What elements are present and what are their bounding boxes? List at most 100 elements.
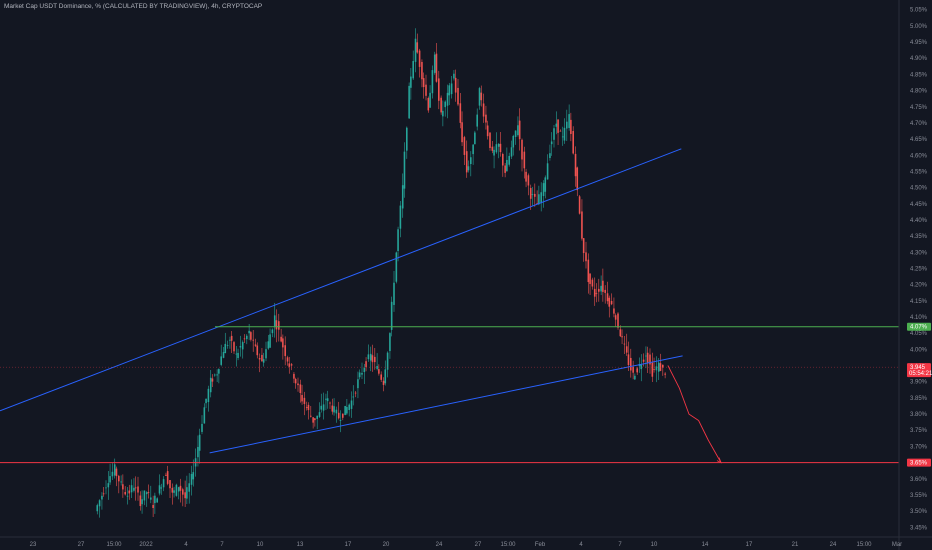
candle-body: [521, 139, 523, 160]
candle-body: [222, 352, 225, 358]
candle-body: [184, 492, 186, 499]
candle-body: [284, 345, 286, 357]
price-tick-label: 3.50%: [910, 509, 928, 515]
candle-body: [414, 38, 417, 62]
price-tick-label: 4.25%: [910, 267, 928, 273]
price-tick-label: 4.10%: [910, 315, 928, 321]
candle-body: [497, 143, 500, 147]
candle-body: [642, 359, 645, 362]
candle-body: [395, 252, 398, 282]
candle-body: [536, 203, 538, 204]
candle-body: [126, 495, 129, 497]
candle-body: [604, 289, 606, 293]
candle-body: [606, 293, 609, 302]
candle-body: [486, 125, 489, 137]
candle-body: [582, 238, 585, 254]
candle-body: [518, 120, 521, 140]
candle-body: [614, 315, 617, 320]
candle-body: [374, 356, 376, 363]
candle-body: [463, 137, 466, 155]
time-axis[interactable]: 23 27 15:00 2022 4 7 10 13 17 20 24 27 15:00 Feb 4 7 10 1…: [30, 542, 903, 548]
candle-body: [305, 407, 308, 408]
time-tick-label: 17: [746, 542, 753, 548]
candle-body: [314, 418, 316, 421]
candle-body: [493, 149, 495, 156]
candle-layer: [96, 28, 666, 518]
price-tick-label: 4.80%: [910, 89, 928, 95]
candle-body: [587, 259, 590, 283]
price-tick-label: 3.75%: [910, 428, 928, 434]
candle-body: [145, 492, 148, 495]
candle-body: [339, 419, 342, 421]
candle-body: [197, 446, 199, 458]
candle-body: [531, 194, 534, 196]
candle-body: [303, 397, 306, 404]
candle-body: [358, 372, 361, 378]
price-tick-label: 4.90%: [910, 56, 928, 62]
candle-body: [218, 369, 220, 374]
candle-body: [619, 329, 622, 337]
projection-path[interactable]: [667, 365, 722, 463]
candle-body: [96, 505, 99, 512]
candle-body: [335, 409, 338, 414]
price-tick-label: 5.05%: [910, 8, 928, 14]
candle-body: [261, 354, 263, 362]
candle-body: [655, 366, 658, 371]
candle-body: [214, 374, 216, 376]
candle-body: [380, 374, 382, 380]
price-tick-label: 4.95%: [910, 40, 928, 46]
candle-body: [150, 497, 152, 500]
candle-body: [256, 345, 259, 356]
candle-body: [158, 485, 161, 494]
candle-body: [109, 476, 111, 483]
candle-body: [102, 493, 105, 495]
candle-body: [382, 380, 385, 385]
price-tick-label: 3.70%: [910, 444, 928, 450]
candle-body: [192, 472, 195, 480]
candle-body: [561, 136, 564, 138]
candle-body: [412, 61, 414, 79]
candle-body: [461, 122, 463, 143]
time-tick-label: 15:00: [856, 542, 872, 548]
candle-body: [290, 364, 293, 366]
candle-body: [401, 185, 404, 209]
candle-body: [162, 479, 165, 488]
price-tick-label: 4.85%: [910, 72, 928, 78]
candle-body: [559, 130, 562, 132]
lower-trendline[interactable]: [209, 355, 683, 454]
candle-body: [429, 92, 431, 108]
candle-body: [248, 330, 250, 334]
candle-body: [233, 342, 235, 352]
candle-body: [440, 97, 442, 113]
candle-body: [457, 87, 459, 105]
candle-body: [101, 495, 103, 500]
candle-body: [489, 132, 491, 148]
candle-body: [258, 358, 261, 360]
candle-body: [632, 366, 634, 373]
candle-body: [546, 163, 549, 180]
candle-body: [235, 353, 238, 355]
time-tick-label: 14: [702, 542, 709, 548]
candle-body: [617, 313, 619, 328]
candle-body: [273, 315, 276, 327]
price-tick-label: 4.65%: [910, 137, 928, 143]
candle-body: [433, 54, 436, 73]
candle-body: [134, 487, 137, 489]
candle-body: [312, 417, 314, 423]
price-badge-label: 3.945: [910, 365, 926, 371]
candle-body: [337, 412, 340, 419]
time-tick-label: 27: [475, 542, 482, 548]
time-tick-label: 15:00: [106, 542, 122, 548]
candle-body: [568, 114, 570, 128]
candle-body: [288, 363, 291, 367]
candle-body: [634, 375, 636, 380]
price-tick-label: 4.15%: [910, 299, 928, 305]
candle-body: [621, 336, 623, 338]
price-tick-label: 4.70%: [910, 121, 928, 127]
candle-body: [491, 146, 494, 151]
upper-trendline[interactable]: [0, 148, 682, 412]
candle-body: [499, 143, 502, 153]
price-tick-label: 3.80%: [910, 412, 928, 418]
candle-body: [243, 338, 246, 340]
